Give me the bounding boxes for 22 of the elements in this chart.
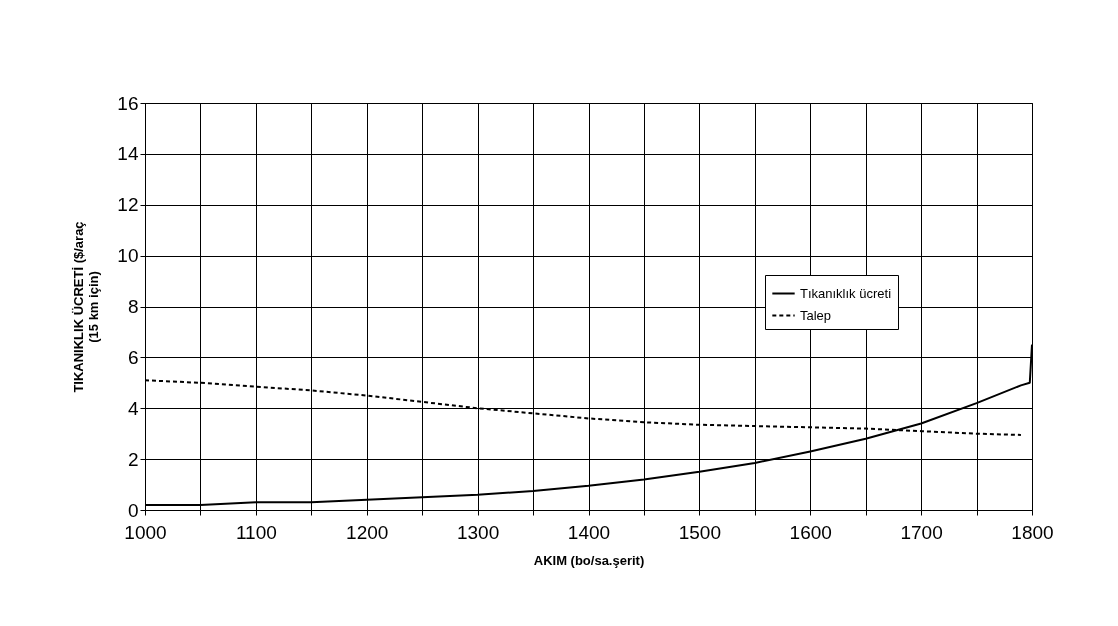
y-tick-label: 14 [117,143,139,165]
x-tick-label: 1500 [678,521,722,543]
legend-label: Tıkanıklık ücreti [800,285,892,301]
y-tick-label: 6 [127,346,139,368]
x-tick-label: 1300 [456,521,500,543]
x-tick-label: 1200 [346,521,389,543]
legend-label: Talep [800,307,832,323]
y-tick-label: 4 [127,397,139,419]
y-axis-title: TIKANIKLIK ÜCRETİ ($/araç (15 km için) [71,221,102,393]
x-axis-title: AKIM (bo/sa.şerit) [533,552,645,568]
y-tick-label: 10 [117,245,139,267]
x-tick-label: 1100 [235,521,277,543]
x-tick-label: 1400 [567,521,611,543]
x-tick-label: 1000 [124,521,167,543]
x-tick-label: 1800 [1011,521,1054,543]
y-tick-label: 0 [127,499,139,521]
y-tick-label: 2 [127,448,139,470]
x-tick-label: 1700 [900,521,943,543]
y-tick-label: 16 [117,92,139,114]
y-tick-label: 8 [127,296,139,317]
x-tick-label: 1600 [789,521,832,543]
y-tick-label: 12 [117,194,139,216]
